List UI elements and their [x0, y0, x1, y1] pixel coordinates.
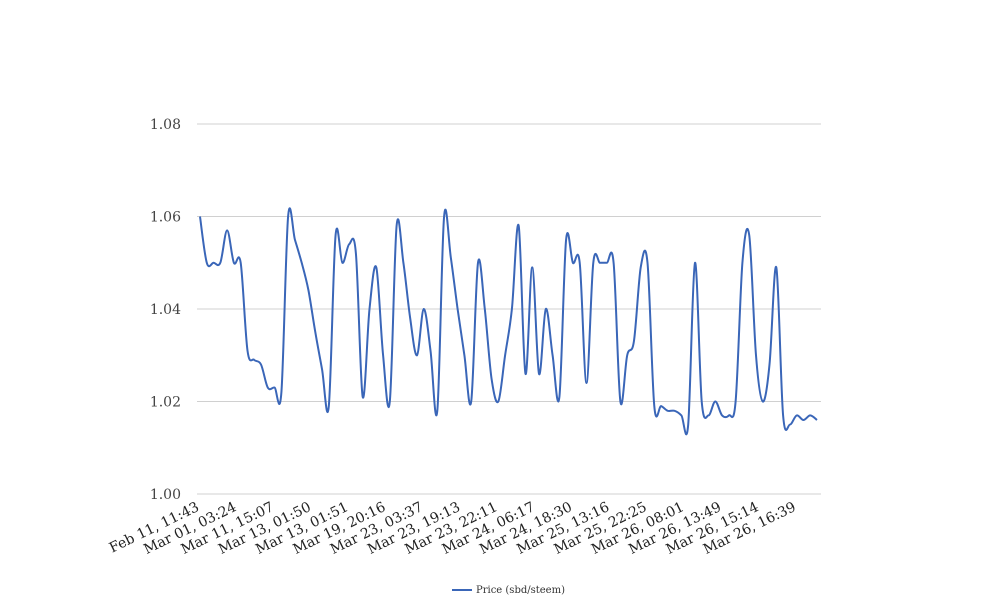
- gridlines: [197, 123, 821, 495]
- y-tick-label: 1.08: [150, 117, 181, 133]
- legend: Price (sbd/steem): [452, 585, 565, 596]
- y-axis-ticks: 1.00 1.02 1.04 1.06 1.08: [150, 117, 181, 503]
- y-tick-label: 1.06: [150, 210, 181, 226]
- y-tick-label: 1.02: [150, 395, 181, 411]
- y-tick-label: 1.04: [150, 302, 181, 318]
- series-layer: [199, 207, 818, 436]
- legend-label: Price (sbd/steem): [476, 585, 565, 596]
- series-line-price: [199, 207, 818, 436]
- y-tick-label: 1.00: [150, 487, 181, 503]
